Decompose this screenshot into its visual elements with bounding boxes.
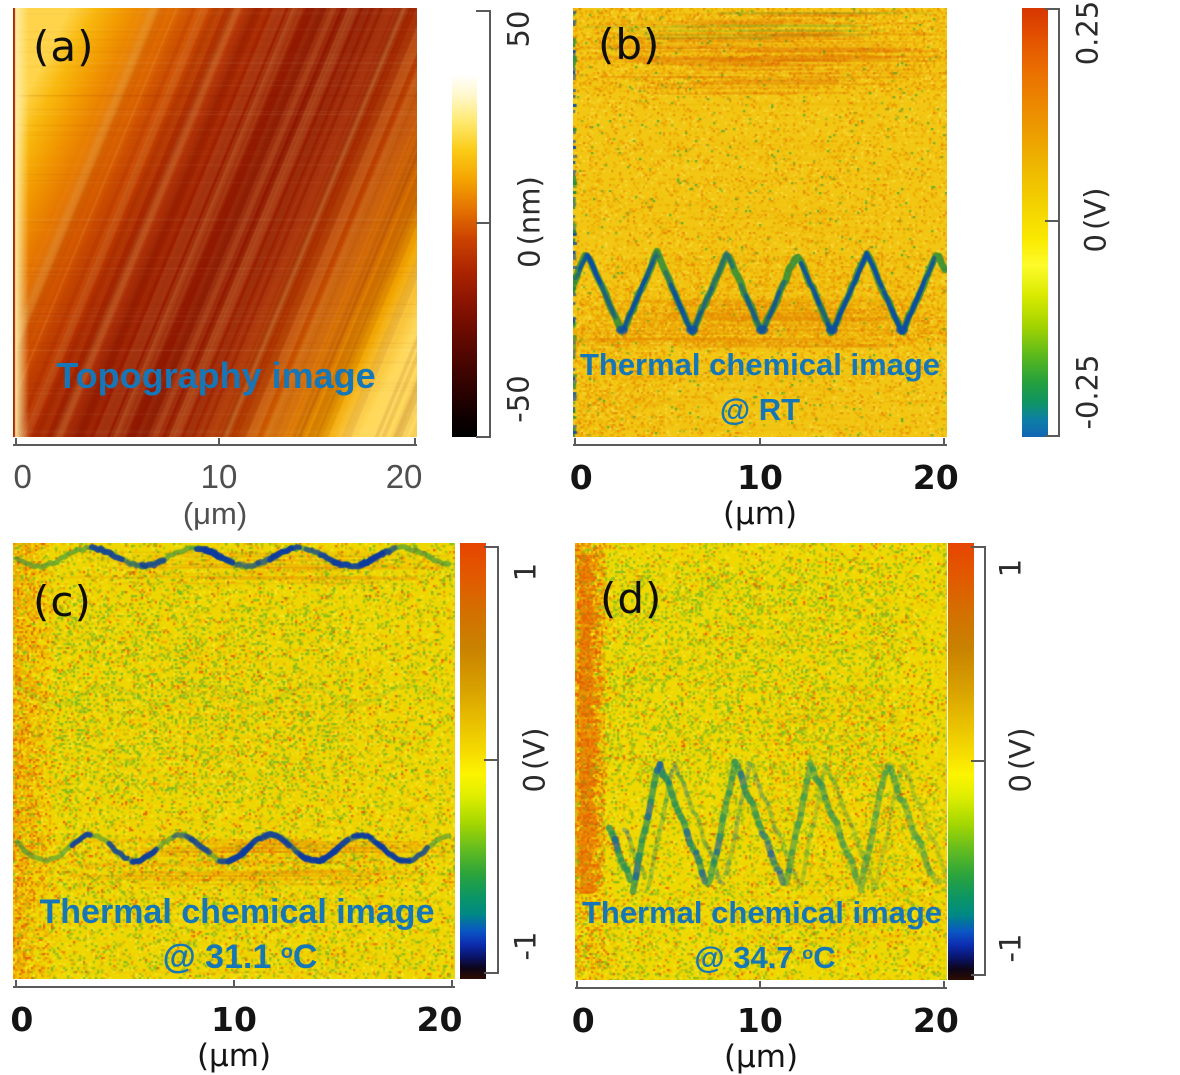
- colorbar-label-mid-c: 0 (V): [517, 727, 552, 793]
- colorbar-c: [460, 543, 486, 979]
- x-tick: [451, 980, 454, 987]
- colorbar-scale-c: [484, 546, 499, 974]
- x-axis-unit: (μm): [182, 496, 248, 531]
- caption-b-line2: @ RT: [719, 392, 801, 427]
- caption-d-line1: Thermal chemical image: [581, 895, 943, 930]
- x-tick: [15, 980, 18, 987]
- x-tick: [15, 438, 18, 445]
- colorbar-tick: [484, 759, 499, 761]
- colorbar-tick: [971, 974, 986, 976]
- x-tick-label: 20: [912, 1001, 959, 1040]
- colorbar-tick: [484, 546, 499, 548]
- colorbar-tick: [1045, 8, 1060, 10]
- colorbar-label-top-b: 0.25: [1070, 0, 1105, 66]
- colorbar-label-top-d: 1: [993, 558, 1028, 578]
- x-tick-label: 10: [736, 1001, 783, 1040]
- x-axis-line: [573, 444, 947, 446]
- colorbar-label-mid-d: 0 (V): [1003, 727, 1038, 793]
- x-tick-label: 10: [200, 458, 238, 495]
- caption-b-line1: Thermal chemical image: [579, 347, 941, 382]
- colorbar-a: [452, 75, 477, 437]
- x-tick-label: 10: [211, 1000, 257, 1039]
- afm-topography-image: [13, 8, 417, 437]
- x-axis-unit: (μm): [196, 1038, 272, 1074]
- afm-thermal-image-31c: [13, 543, 455, 979]
- colorbar-label-top-a: 50: [501, 10, 536, 48]
- colorbar-label-bottom-a: -50: [501, 375, 536, 423]
- colorbar-tick: [476, 10, 491, 12]
- panel-label-c: (c): [33, 577, 92, 626]
- colorbar-label-bottom-b: -0.25: [1070, 354, 1105, 430]
- colorbar-scale-d: [971, 546, 986, 976]
- colorbar-label-top-c: 1: [508, 562, 543, 582]
- x-axis-unit: (μm): [723, 1039, 799, 1075]
- x-tick: [758, 981, 761, 988]
- x-tick-label: 10: [737, 458, 783, 497]
- colorbar-tick: [484, 972, 499, 974]
- x-tick-label: 0: [10, 1000, 34, 1039]
- colorbar-scale-b: [1045, 8, 1060, 437]
- colorbar-label-bottom-c: -1: [508, 931, 543, 961]
- x-tick: [943, 438, 946, 445]
- colorbar-tick: [476, 436, 491, 438]
- x-tick-label: 20: [385, 458, 423, 495]
- caption-a-line1: Topography image: [56, 355, 376, 396]
- x-axis-line: [13, 986, 455, 988]
- colorbar-label-mid-a: 0 (nm): [512, 176, 547, 268]
- x-tick-label: 0: [13, 458, 32, 495]
- colorbar-scale-line: [489, 10, 491, 438]
- colorbar-d: [948, 543, 974, 980]
- colorbar-tick: [1045, 435, 1060, 437]
- colorbar-b: [1022, 8, 1048, 437]
- x-axis-unit: (μm): [722, 496, 798, 532]
- panel-label-b: (b): [598, 20, 661, 69]
- colorbar-tick: [476, 222, 491, 224]
- x-axis-line: [575, 987, 947, 989]
- x-tick: [233, 980, 235, 987]
- colorbar-tick: [971, 546, 986, 548]
- colorbar-label-bottom-d: -1: [993, 933, 1028, 963]
- x-tick: [574, 438, 577, 445]
- x-tick-label: 20: [416, 1000, 463, 1039]
- panel-label-a: (a): [33, 22, 95, 71]
- x-tick-label: 0: [569, 458, 593, 497]
- x-tick: [576, 981, 579, 988]
- colorbar-scale-a: [476, 10, 491, 438]
- x-tick: [759, 438, 761, 445]
- colorbar-tick: [971, 760, 986, 762]
- colorbar-scale-line: [1058, 8, 1060, 437]
- x-axis-line: [13, 444, 417, 446]
- panel-label-d: (d): [600, 574, 663, 623]
- x-tick: [413, 438, 416, 445]
- x-tick: [943, 981, 946, 988]
- caption-c-line2: @ 31.1 oC: [162, 938, 318, 976]
- x-tick-label: 0: [571, 1001, 595, 1040]
- colorbar-label-mid-b: 0 (V): [1078, 187, 1113, 253]
- x-tick: [218, 438, 221, 445]
- afm-thermal-image-rt: [573, 8, 947, 437]
- colorbar-tick: [1045, 220, 1060, 222]
- caption-c-line1: Thermal chemical image: [39, 893, 435, 931]
- afm-thermal-image-34c: [575, 543, 947, 980]
- x-tick-label: 20: [912, 458, 959, 497]
- caption-d-line2: @ 34.7 oC: [694, 940, 836, 975]
